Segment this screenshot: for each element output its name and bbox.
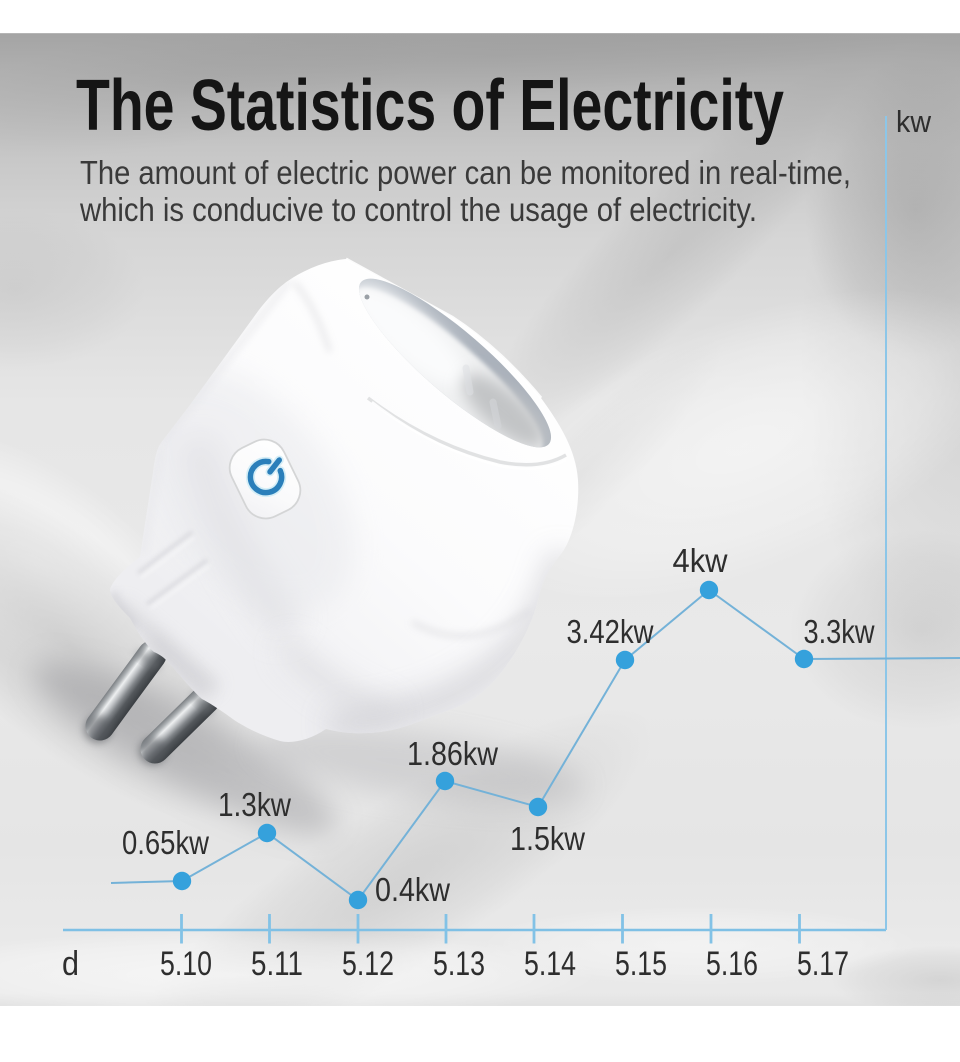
svg-text:5.13: 5.13 — [433, 945, 485, 983]
svg-text:5.12: 5.12 — [342, 945, 394, 983]
svg-text:5.11: 5.11 — [251, 945, 303, 983]
svg-text:5.15: 5.15 — [615, 945, 667, 983]
svg-text:1.86kw: 1.86kw — [407, 735, 498, 772]
svg-text:5.17: 5.17 — [797, 945, 849, 983]
svg-text:5.16: 5.16 — [706, 945, 758, 983]
svg-text:1.5kw: 1.5kw — [510, 820, 585, 857]
svg-text:which is conducive to control: which is conducive to control the usage … — [79, 191, 757, 228]
svg-text:4kw: 4kw — [673, 542, 728, 579]
svg-text:5.10: 5.10 — [160, 945, 212, 983]
svg-text:3.3kw: 3.3kw — [804, 613, 875, 650]
svg-text:The Statistics of Electricity: The Statistics of Electricity — [76, 66, 784, 146]
svg-text:1.3kw: 1.3kw — [218, 786, 291, 823]
svg-text:0.65kw: 0.65kw — [122, 824, 209, 861]
svg-text:kw: kw — [896, 104, 932, 139]
svg-text:d: d — [62, 945, 79, 983]
svg-text:5.14: 5.14 — [524, 945, 576, 983]
svg-text:3.42kw: 3.42kw — [567, 613, 654, 650]
svg-text:The amount of electric power c: The amount of electric power can be moni… — [80, 154, 851, 191]
svg-text:0.4kw: 0.4kw — [375, 871, 450, 908]
